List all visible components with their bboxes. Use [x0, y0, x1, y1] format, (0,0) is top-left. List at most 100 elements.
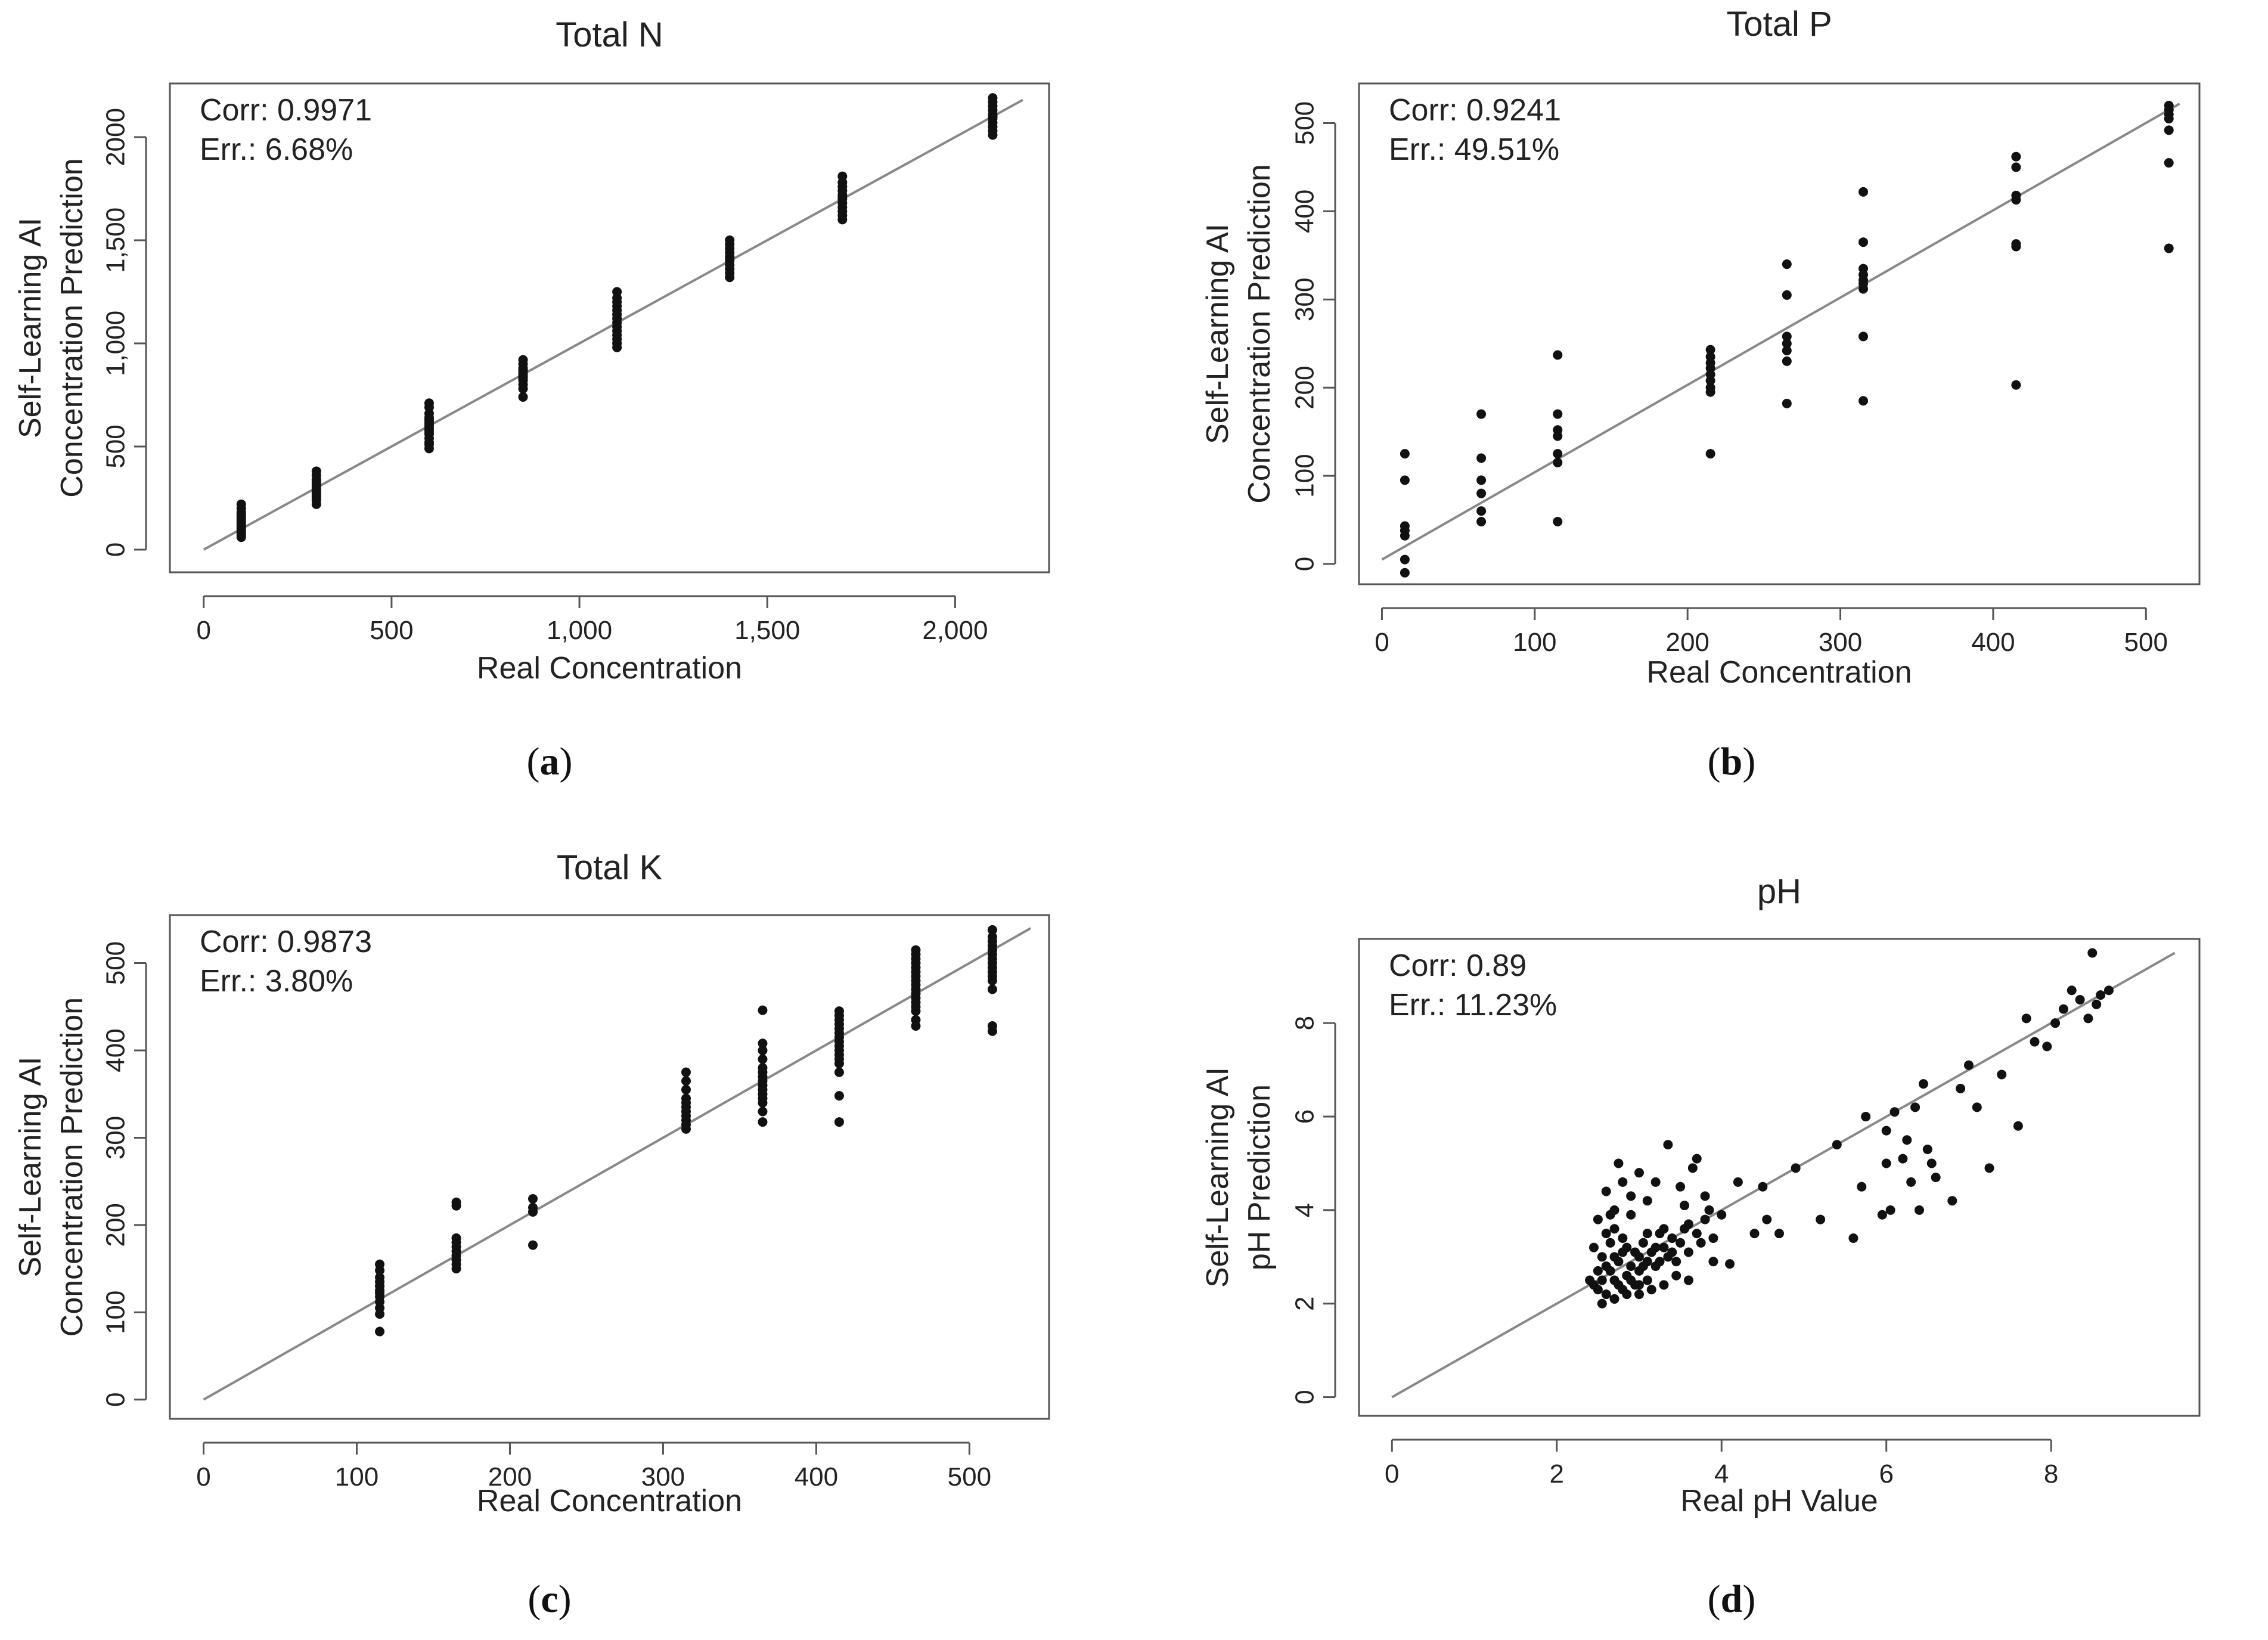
x-tick-label: 200	[1665, 628, 1709, 657]
data-point	[1859, 331, 1868, 342]
data-point	[1733, 1177, 1743, 1187]
data-point	[1553, 449, 1563, 459]
x-tick-label: 8	[2044, 1459, 2058, 1489]
data-point	[1922, 1144, 1932, 1154]
data-point	[758, 1063, 768, 1073]
data-point	[988, 93, 998, 103]
data-point	[1762, 1214, 1772, 1224]
x-tick-label: 300	[641, 1462, 685, 1492]
data-point	[1984, 1163, 1994, 1173]
data-point	[834, 1067, 844, 1077]
chart-panel-total-p: Total P 0 100 200 300 400 500 0 100 200 300 400 500 R…	[1133, 0, 2268, 811]
data-point	[1700, 1191, 1710, 1201]
data-point	[1906, 1177, 1916, 1187]
data-point	[1683, 1219, 1693, 1229]
data-point	[1650, 1177, 1661, 1187]
data-point	[2096, 990, 2106, 1000]
corr-annotation: Corr: 0.9971	[200, 93, 372, 128]
err-annotation: Err.: 11.23%	[1389, 988, 1557, 1022]
data-point	[2011, 239, 2021, 249]
data-point	[2164, 158, 2174, 168]
data-point	[2050, 1018, 2061, 1028]
data-point	[1692, 1154, 1702, 1164]
y-axis-label-line: Self-Learning AI	[13, 1056, 48, 1277]
data-point	[1601, 1186, 1611, 1196]
fit-line	[1391, 951, 2176, 1399]
data-point	[451, 1233, 461, 1243]
data-point	[2011, 162, 2021, 172]
x-axis-label: Real Concentration	[477, 651, 742, 686]
data-point	[1963, 1060, 1974, 1070]
data-point	[1659, 1224, 1669, 1234]
data-point	[1705, 352, 1715, 362]
data-point	[725, 235, 735, 245]
chart-total-k: Total K 0 100 200 300 400 500 0 100 200 300 400 500 R…	[13, 848, 1050, 1518]
x-tick-label: 6	[1879, 1459, 1893, 1489]
y-tick-label: 100	[1290, 454, 1320, 497]
data-point	[1553, 350, 1563, 360]
data-point	[1683, 1275, 1693, 1285]
y-tick-label: 100	[101, 1291, 131, 1334]
data-point	[1877, 1210, 1887, 1220]
data-point	[1898, 1154, 1908, 1164]
chart-panel-total-n: Total N 0 500 1,000 1,500 2,000 0 500 1,000 1,500…	[0, 0, 1133, 811]
data-point	[1687, 1163, 1698, 1173]
data-point	[375, 1272, 385, 1282]
data-point	[1902, 1135, 1912, 1145]
data-point	[1782, 339, 1792, 349]
caption-c: (c)	[528, 1577, 572, 1621]
data-point	[1705, 345, 1715, 355]
data-point	[1553, 409, 1563, 419]
data-point	[1692, 1229, 1702, 1239]
data-point	[1782, 259, 1792, 269]
data-point	[1890, 1107, 1900, 1117]
x-tick-label: 4	[1714, 1459, 1729, 1489]
x-tick-label: 100	[1513, 628, 1556, 657]
y-axis-label-line: Concentration Prediction	[55, 997, 89, 1337]
plot-frame	[1358, 82, 2201, 585]
data-point	[1476, 475, 1487, 485]
caption-d: (d)	[1707, 1577, 1756, 1621]
data-point	[1642, 1229, 1652, 1239]
x-tick-label: 200	[488, 1462, 532, 1492]
y-axis-label-line: Self-Learning AI	[1200, 224, 1235, 444]
data-point	[1601, 1289, 1611, 1300]
y-tick-label: 6	[1290, 1109, 1320, 1124]
data-point	[758, 1005, 768, 1015]
data-point	[2011, 151, 2021, 162]
data-point	[424, 398, 434, 408]
x-axis-label: Real Concentration	[477, 1484, 742, 1518]
data-point	[1553, 425, 1563, 435]
y-axis-label-line: Self-Learning AI	[13, 218, 48, 438]
data-point	[1931, 1173, 1941, 1182]
data-point	[911, 1015, 921, 1025]
chart-title: Total P	[1726, 5, 1832, 44]
data-point	[834, 1006, 844, 1016]
data-point	[1642, 1196, 1652, 1206]
caption-b: (b)	[1707, 740, 1756, 783]
x-tick-label: 2,000	[922, 616, 988, 645]
x-axis-label: Real Concentration	[1646, 655, 1912, 690]
data-point	[2164, 100, 2174, 110]
data-point	[911, 945, 921, 955]
data-point	[2164, 125, 2174, 135]
data-point	[1696, 1238, 1706, 1248]
data-point	[1972, 1102, 1982, 1112]
y-axis-label-line: Self-Learning AI	[1200, 1067, 1235, 1288]
y-axis-label-line: Concentration Prediction	[1242, 164, 1277, 503]
data-point	[1614, 1280, 1624, 1290]
x-axis-label: Real pH Value	[1680, 1484, 1878, 1518]
y-tick-label: 400	[101, 1028, 131, 1072]
chart-title: Total K	[557, 848, 663, 887]
data-point	[1626, 1261, 1636, 1272]
data-point	[1593, 1285, 1603, 1295]
data-point	[1749, 1229, 1760, 1239]
y-tick-label: 0	[1290, 557, 1320, 571]
data-point	[1601, 1229, 1611, 1239]
data-point	[834, 1091, 844, 1101]
x-tick-label: 500	[2124, 628, 2168, 657]
x-tick-label: 400	[795, 1462, 838, 1492]
data-point	[1626, 1275, 1636, 1285]
data-point	[1614, 1158, 1624, 1168]
data-point	[681, 1076, 691, 1086]
